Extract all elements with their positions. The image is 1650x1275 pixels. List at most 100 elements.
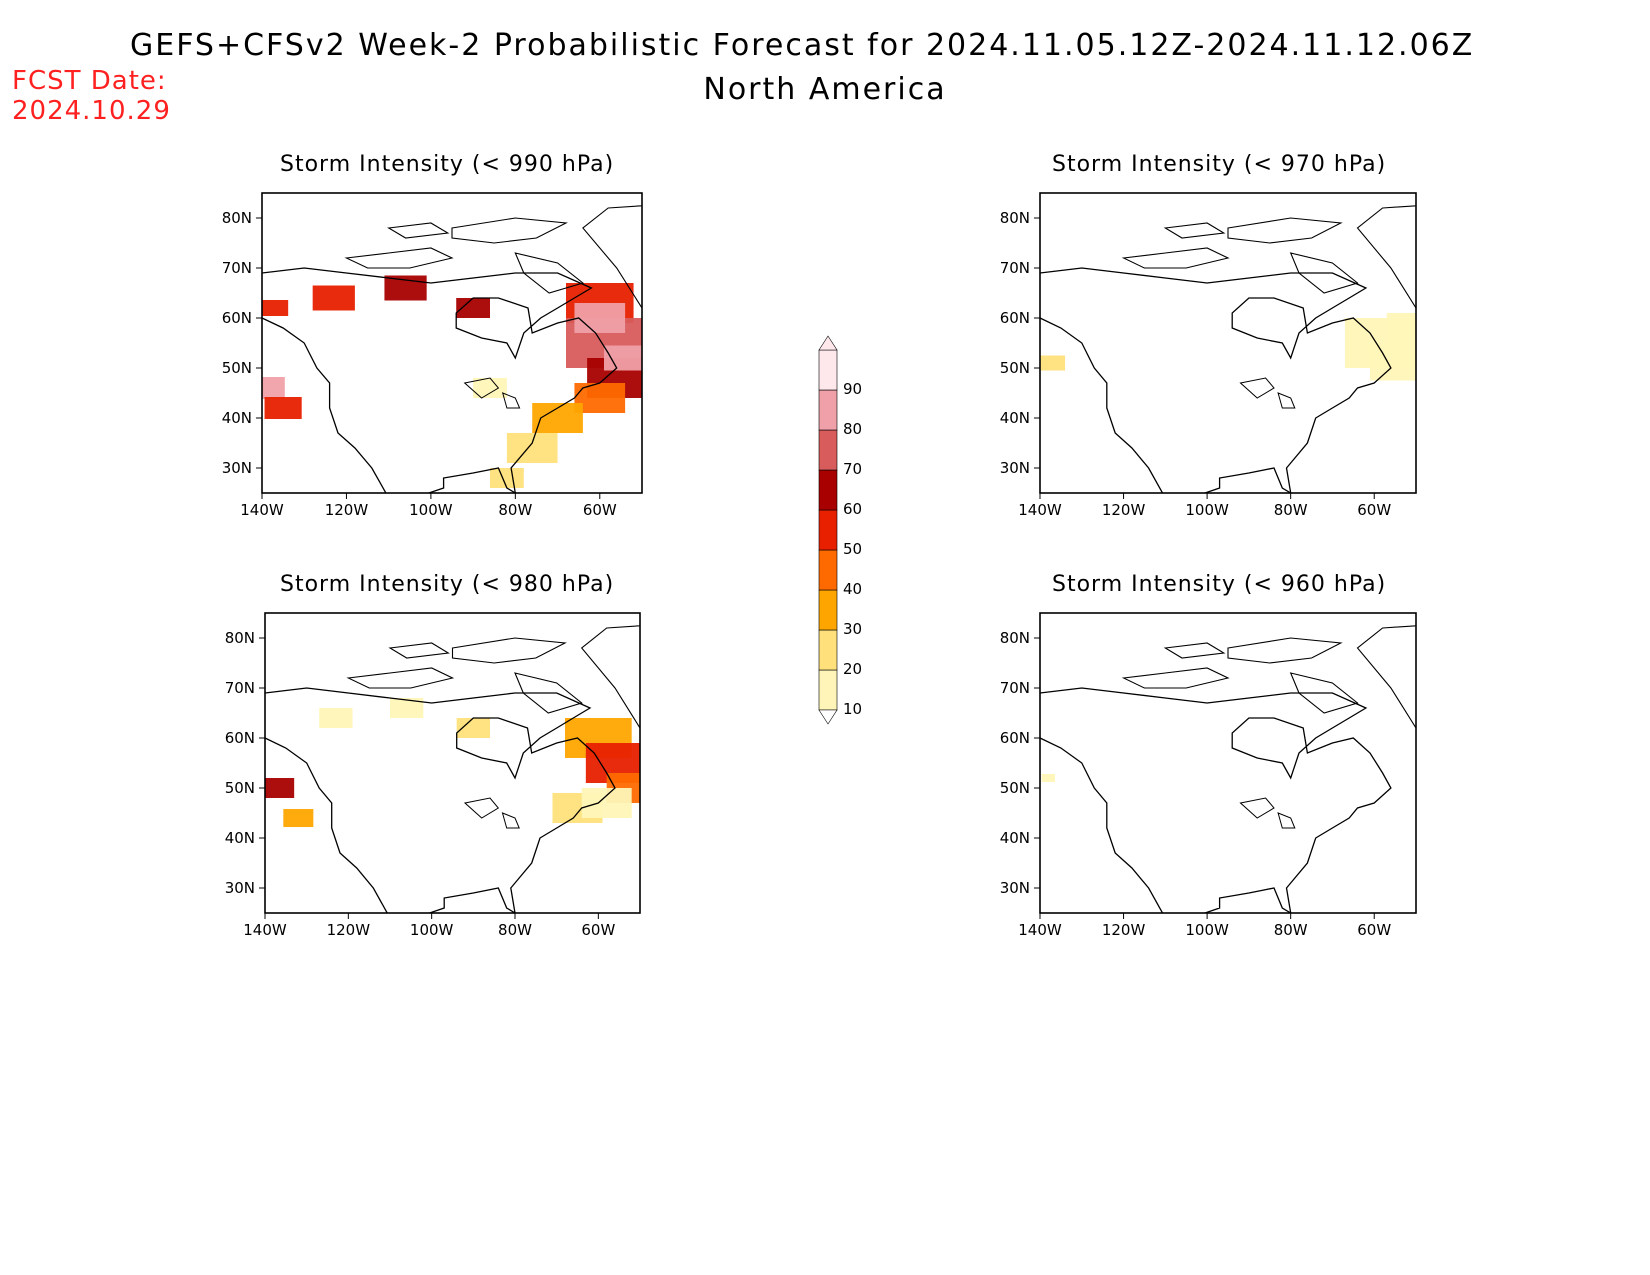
panel-title-990: Storm Intensity (< 990 hPa) — [280, 152, 615, 177]
probability-shading — [384, 275, 427, 301]
lat-tick-label: 60N — [222, 309, 252, 327]
lon-tick-label: 100W — [410, 921, 454, 939]
probability-shading — [473, 378, 507, 398]
probability-shading — [490, 468, 524, 488]
lat-tick-label: 70N — [222, 259, 252, 277]
probability-shading — [262, 300, 289, 316]
probability-shading — [264, 397, 302, 419]
probability-shading — [262, 377, 285, 399]
lake-outline — [501, 812, 520, 829]
colorbar-segment — [818, 429, 838, 471]
colorbar-level-label: 70 — [843, 460, 862, 478]
lon-tick-label: 100W — [1185, 501, 1229, 519]
colorbar-segment — [818, 669, 838, 711]
lake-outline — [1239, 377, 1275, 399]
colorbar-segment — [818, 389, 838, 431]
panel-title-960: Storm Intensity (< 960 hPa) — [1052, 572, 1387, 597]
lat-tick-label: 30N — [1000, 879, 1030, 897]
lat-tick-label: 40N — [222, 409, 252, 427]
map-frame — [1039, 192, 1417, 494]
lon-tick-label: 140W — [243, 921, 287, 939]
lat-tick-label: 40N — [225, 829, 255, 847]
probability-shading — [319, 708, 353, 728]
lake-outline — [1277, 392, 1296, 409]
lat-tick-label: 40N — [1000, 409, 1030, 427]
probability-shading — [456, 298, 490, 318]
lake-outline — [463, 797, 500, 819]
island-outline — [1289, 252, 1359, 294]
colorbar-level-label: 90 — [843, 380, 862, 398]
map-frame — [1039, 612, 1417, 914]
coastline — [265, 687, 616, 913]
lat-tick-label: 30N — [222, 459, 252, 477]
lon-tick-label: 80W — [498, 921, 532, 939]
forecast-date-block: FCST Date: 2024.10.29 — [12, 66, 171, 126]
map-panel-960hpa: 80N 70N 60N 50N 40N 30N 140W 120W 100W 80W 60W — [1000, 612, 1417, 939]
lon-tick-label: 120W — [325, 501, 369, 519]
probability-shading — [456, 718, 490, 738]
lake-outline — [1277, 812, 1296, 829]
island-outline — [514, 672, 583, 714]
lat-tick-label: 70N — [1000, 259, 1030, 277]
island-outline — [1121, 247, 1230, 269]
probability-shading — [1040, 355, 1066, 371]
lon-tick-label: 60W — [583, 501, 617, 519]
probability-shading — [1041, 774, 1056, 782]
colorbar-bottom-arrow — [818, 709, 838, 725]
figure-subtitle: North America — [703, 72, 947, 107]
island-outline — [1289, 672, 1359, 714]
lon-tick-label: 100W — [409, 501, 453, 519]
colorbar-segment — [818, 629, 838, 671]
island-outline — [1356, 625, 1416, 729]
lon-tick-label: 120W — [327, 921, 371, 939]
lon-tick-label: 100W — [1185, 921, 1229, 939]
colorbar-segment — [818, 349, 838, 391]
lon-tick-label: 80W — [1274, 501, 1308, 519]
colorbar-segment — [818, 469, 838, 511]
map-frame — [261, 192, 643, 494]
colorbar-level-label: 60 — [843, 500, 862, 518]
lat-tick-label: 70N — [1000, 679, 1030, 697]
lon-tick-label: 80W — [498, 501, 532, 519]
lat-tick-label: 80N — [1000, 209, 1030, 227]
lon-tick-label: 140W — [1018, 501, 1062, 519]
probability-shading — [390, 698, 424, 718]
lat-tick-label: 40N — [1000, 829, 1030, 847]
probability-shading — [574, 303, 626, 333]
map-panel-970hpa: 80N 70N 60N 50N 40N 30N 140W 120W 100W 80W 60W — [1000, 192, 1417, 519]
lat-tick-label: 30N — [225, 879, 255, 897]
lon-tick-label: 120W — [1102, 501, 1146, 519]
lon-tick-label: 60W — [581, 921, 615, 939]
coastline — [1040, 687, 1392, 913]
island-outline — [1121, 667, 1230, 689]
coastline — [262, 267, 618, 493]
island-outline — [1227, 217, 1343, 244]
lat-tick-label: 50N — [225, 779, 255, 797]
forecast-date-label: FCST Date: — [12, 66, 167, 96]
island-outline — [344, 247, 454, 269]
lat-tick-label: 50N — [222, 359, 252, 377]
lake-outline — [463, 377, 500, 399]
probability-shading — [581, 788, 632, 818]
lat-tick-label: 80N — [222, 209, 252, 227]
colorbar-segment — [818, 509, 838, 551]
colorbar-level-label: 20 — [843, 660, 862, 678]
lat-tick-label: 80N — [225, 629, 255, 647]
colorbar-level-label: 50 — [843, 540, 862, 558]
island-outline — [1163, 222, 1226, 239]
lake-outline — [501, 392, 521, 409]
island-outline — [1356, 205, 1416, 309]
colorbar-top-arrow — [818, 335, 838, 351]
map-panel-990hpa: 80N 70N 60N 50N 40N 30N 140W 120W 100W 80W 60W — [222, 192, 643, 519]
lat-tick-label: 60N — [225, 729, 255, 747]
lon-tick-label: 140W — [1018, 921, 1062, 939]
probability-shading — [1370, 345, 1416, 381]
lat-tick-label: 50N — [1000, 779, 1030, 797]
island-outline — [451, 637, 567, 664]
map-frame — [264, 612, 641, 914]
coastline — [1040, 267, 1392, 493]
island-outline — [388, 642, 450, 659]
island-outline — [346, 667, 455, 689]
colorbar-level-label: 80 — [843, 420, 862, 438]
island-outline — [582, 205, 642, 309]
